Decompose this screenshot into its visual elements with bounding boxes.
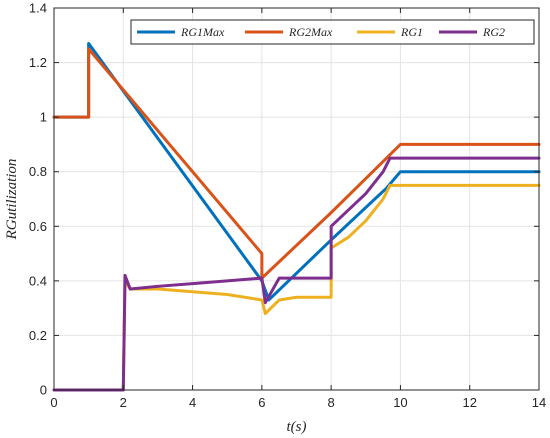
y-tick-label: 0.4 bbox=[29, 273, 47, 288]
y-tick-label: 1 bbox=[40, 110, 47, 125]
x-tick-label: 8 bbox=[328, 395, 335, 410]
legend-label: RG1Max bbox=[180, 25, 225, 39]
x-tick-label: 4 bbox=[189, 395, 196, 410]
x-tick-label: 10 bbox=[393, 395, 407, 410]
x-tick-label: 12 bbox=[462, 395, 476, 410]
series-group bbox=[52, 41, 541, 392]
y-tick-label: 0.6 bbox=[29, 219, 47, 234]
y-axis-title: RGutilization bbox=[4, 159, 20, 241]
plot-frame bbox=[53, 7, 540, 391]
x-tick-label: 2 bbox=[120, 395, 127, 410]
legend-label: RG2Max bbox=[288, 25, 333, 39]
legend-label: RG1 bbox=[400, 25, 423, 39]
x-axis-title: t(s) bbox=[287, 419, 307, 435]
y-tick-label: 0.8 bbox=[29, 164, 47, 179]
y-tick-label: 1.4 bbox=[29, 1, 47, 16]
legend-label: RG2 bbox=[482, 25, 505, 39]
x-tick-label: 6 bbox=[258, 395, 265, 410]
legend: RG1Max RG2Max RG1 RG2 bbox=[130, 19, 535, 45]
series-line-rg2 bbox=[52, 156, 541, 392]
axis-ticks: 0 2 4 6 8 10 12 14 0 0.2 0.4 0.6 0.8 1 1.2 1.4 bbox=[29, 1, 546, 411]
y-tick-label: 0.2 bbox=[29, 328, 47, 343]
y-tick-label: 1.2 bbox=[29, 55, 47, 70]
x-tick-label: 0 bbox=[50, 395, 57, 410]
x-tick-label: 14 bbox=[532, 395, 546, 410]
y-tick-label: 0 bbox=[40, 383, 47, 398]
